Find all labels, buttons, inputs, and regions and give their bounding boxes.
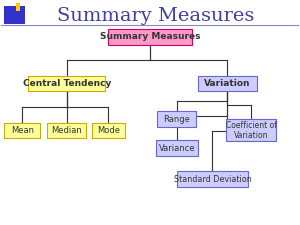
- FancyBboxPatch shape: [158, 111, 196, 127]
- Text: Summary Measures: Summary Measures: [100, 32, 200, 41]
- Text: Mean: Mean: [11, 126, 34, 135]
- FancyBboxPatch shape: [16, 3, 20, 11]
- FancyBboxPatch shape: [156, 140, 198, 156]
- FancyBboxPatch shape: [4, 6, 25, 24]
- Text: Central Tendency: Central Tendency: [22, 79, 111, 88]
- Text: Mode: Mode: [97, 126, 120, 135]
- FancyBboxPatch shape: [177, 171, 248, 187]
- FancyBboxPatch shape: [28, 76, 105, 91]
- Text: Variation: Variation: [204, 79, 250, 88]
- Text: Median: Median: [51, 126, 82, 135]
- FancyBboxPatch shape: [92, 122, 125, 138]
- Text: Coefficient of
Variation: Coefficient of Variation: [226, 121, 277, 140]
- FancyBboxPatch shape: [226, 119, 276, 141]
- FancyBboxPatch shape: [47, 122, 86, 138]
- Text: Variance: Variance: [158, 144, 195, 153]
- Text: Range: Range: [163, 115, 190, 124]
- FancyBboxPatch shape: [198, 76, 257, 91]
- FancyBboxPatch shape: [4, 122, 40, 138]
- FancyBboxPatch shape: [108, 29, 192, 45]
- Text: Summary Measures: Summary Measures: [57, 7, 255, 25]
- Text: Standard Deviation: Standard Deviation: [173, 175, 251, 184]
